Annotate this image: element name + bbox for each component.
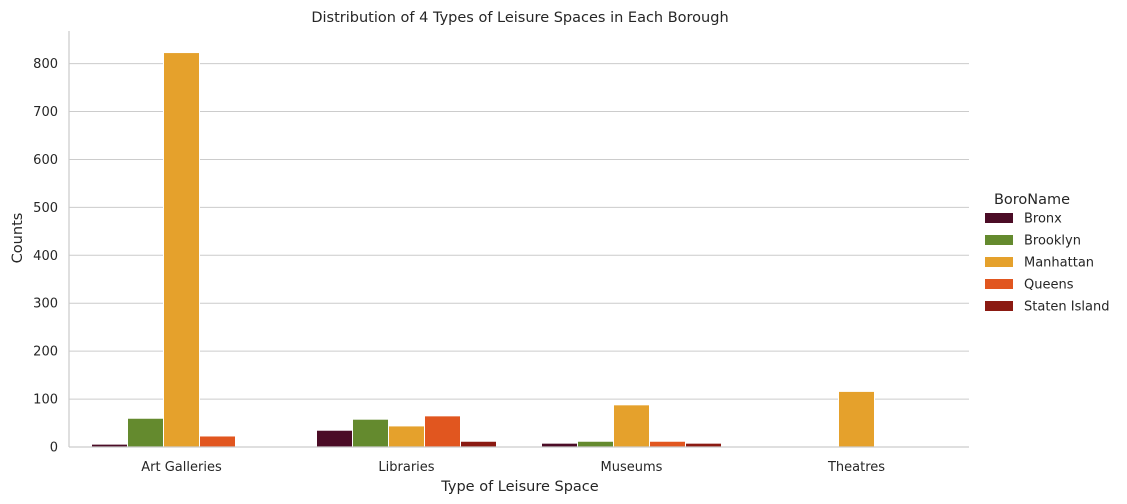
- legend-label: Brooklyn: [1024, 234, 1081, 249]
- bar: [460, 440, 497, 448]
- legend-label: Queens: [1024, 278, 1074, 293]
- legend-label: Manhattan: [1024, 256, 1094, 271]
- legend-swatch: [985, 279, 1013, 289]
- bar: [424, 415, 461, 448]
- y-tick-label: 0: [50, 441, 58, 456]
- bar: [613, 404, 650, 448]
- y-tick-label: 500: [33, 201, 58, 216]
- bar: [163, 52, 200, 448]
- legend-label: Bronx: [1024, 212, 1062, 227]
- y-tick-label: 200: [33, 345, 58, 360]
- x-axis-title: Type of Leisure Space: [440, 479, 598, 495]
- bar: [127, 417, 164, 448]
- y-tick-label: 300: [33, 297, 58, 312]
- bar: [838, 390, 875, 448]
- y-tick-label: 700: [33, 105, 58, 120]
- chart-title: Distribution of 4 Types of Leisure Space…: [311, 10, 728, 26]
- gridlines: [69, 63, 969, 400]
- y-tick-label: 100: [33, 393, 58, 408]
- legend-swatch: [985, 257, 1013, 267]
- bar: [649, 440, 686, 448]
- x-tick-label: Theatres: [827, 460, 885, 475]
- legend-swatch: [985, 301, 1013, 311]
- bar: [316, 429, 353, 448]
- y-axis-title: Counts: [10, 213, 26, 264]
- bar: [577, 440, 614, 448]
- y-tick-label: 400: [33, 249, 58, 264]
- x-tick-labels: Art Galleries Libraries Museums Theatres: [141, 460, 885, 475]
- legend-title: BoroName: [994, 192, 1070, 208]
- x-tick-label: Libraries: [378, 460, 434, 475]
- x-tick-label: Museums: [601, 460, 663, 475]
- bar: [388, 425, 425, 448]
- y-tick-label: 600: [33, 153, 58, 168]
- y-tick-label: 800: [33, 57, 58, 72]
- y-tick-labels: 0 100 200 300 400 500 600 700 800: [33, 57, 58, 455]
- legend: BoroName Bronx Brooklyn Manhattan Queens Sta…: [985, 192, 1109, 315]
- legend-items: Bronx Brooklyn Manhattan Queens Staten Islan…: [985, 212, 1109, 315]
- legend-swatch: [985, 213, 1013, 223]
- bar: [199, 435, 236, 448]
- x-tick-label: Art Galleries: [141, 460, 222, 475]
- bar: [352, 418, 389, 448]
- legend-label: Staten Island: [1024, 300, 1109, 315]
- legend-swatch: [985, 235, 1013, 245]
- axis-spines: [68, 31, 969, 448]
